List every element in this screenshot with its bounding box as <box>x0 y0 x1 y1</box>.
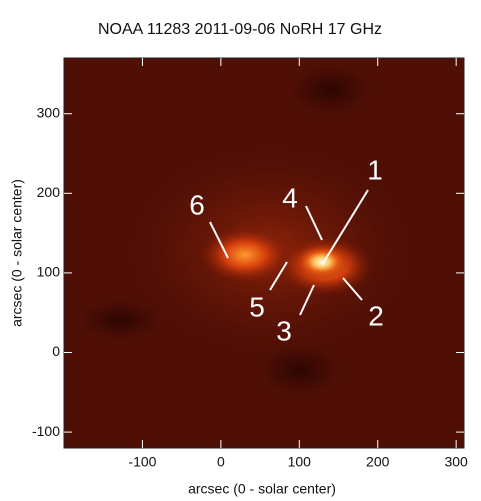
solar-image <box>64 58 464 448</box>
annotation-label: 1 <box>367 154 383 185</box>
y-tick-label: 300 <box>37 104 61 120</box>
x-axis-label: arcsec (0 - solar center) <box>188 481 336 497</box>
y-tick-label: 0 <box>52 343 60 359</box>
x-tick-label: -100 <box>128 454 156 470</box>
x-tick-label: 0 <box>217 454 225 470</box>
annotation-line <box>305 205 323 241</box>
y-axis-label: arcsec (0 - solar center) <box>9 179 25 327</box>
annotation-label: 3 <box>276 315 292 346</box>
chart-title: NOAA 11283 2011-09-06 NoRH 17 GHz <box>98 21 382 38</box>
x-tick-label: 300 <box>444 454 468 470</box>
annotation-label: 2 <box>368 300 384 331</box>
annotation-line <box>342 277 363 301</box>
y-tick-label: -100 <box>32 423 60 439</box>
annotation-line <box>209 221 229 259</box>
annotation-label: 6 <box>189 189 205 220</box>
x-tick-label: 100 <box>288 454 312 470</box>
annotation-line <box>321 189 369 266</box>
y-tick-label: 100 <box>37 264 61 280</box>
plot-frame <box>63 57 465 449</box>
annotation-label: 5 <box>249 291 265 322</box>
annotation-line <box>299 284 315 316</box>
x-tick-label: 200 <box>366 454 390 470</box>
annotation-line <box>269 261 288 291</box>
y-tick-label: 200 <box>37 184 61 200</box>
annotation-label: 4 <box>282 182 298 213</box>
